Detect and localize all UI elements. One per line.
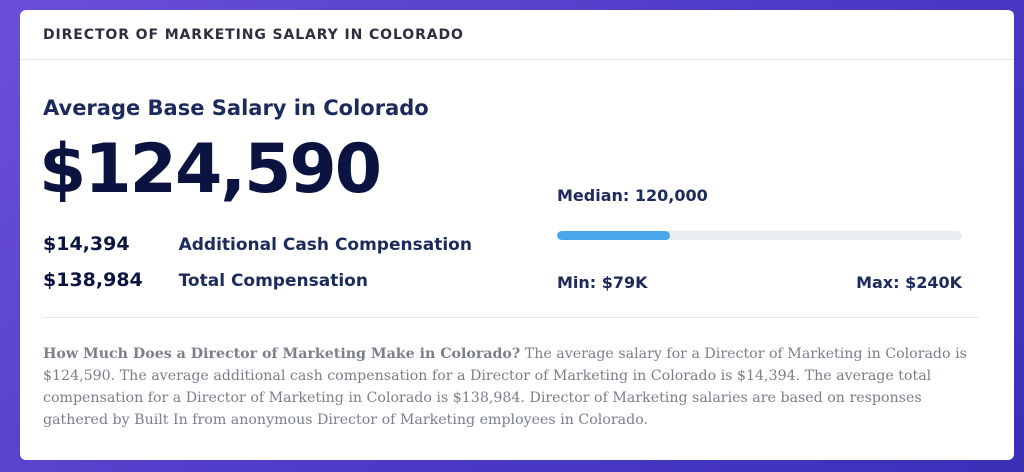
description-question: How Much Does a Director of Marketing Ma… bbox=[43, 346, 521, 362]
total-compensation-label: Total Compensation bbox=[178, 271, 368, 291]
total-compensation-row: $138,984 Total Compensation bbox=[43, 269, 368, 291]
additional-cash-amount: $14,394 bbox=[43, 233, 130, 255]
additional-cash-row: $14,394 Additional Cash Compensation bbox=[43, 233, 472, 255]
total-compensation-amount: $138,984 bbox=[43, 269, 143, 291]
description-body: The average salary for a Director of Mar… bbox=[43, 346, 967, 428]
min-salary-label: Min: $79K bbox=[557, 273, 648, 292]
median-label: Median: 120,000 bbox=[557, 186, 708, 205]
section-divider bbox=[43, 317, 979, 318]
additional-cash-label: Additional Cash Compensation bbox=[178, 235, 472, 255]
average-base-salary-value: $124,590 bbox=[39, 130, 382, 209]
card-header: DIRECTOR OF MARKETING SALARY IN COLORADO bbox=[20, 10, 1014, 60]
salary-card: DIRECTOR OF MARKETING SALARY IN COLORADO… bbox=[20, 10, 1014, 460]
card-title: DIRECTOR OF MARKETING SALARY IN COLORADO bbox=[43, 27, 464, 43]
average-base-salary-heading: Average Base Salary in Colorado bbox=[43, 96, 429, 120]
max-salary-label: Max: $240K bbox=[856, 273, 962, 292]
salary-description: How Much Does a Director of Marketing Ma… bbox=[43, 343, 983, 431]
salary-range-fill bbox=[557, 231, 671, 240]
salary-range-bar bbox=[557, 231, 962, 240]
